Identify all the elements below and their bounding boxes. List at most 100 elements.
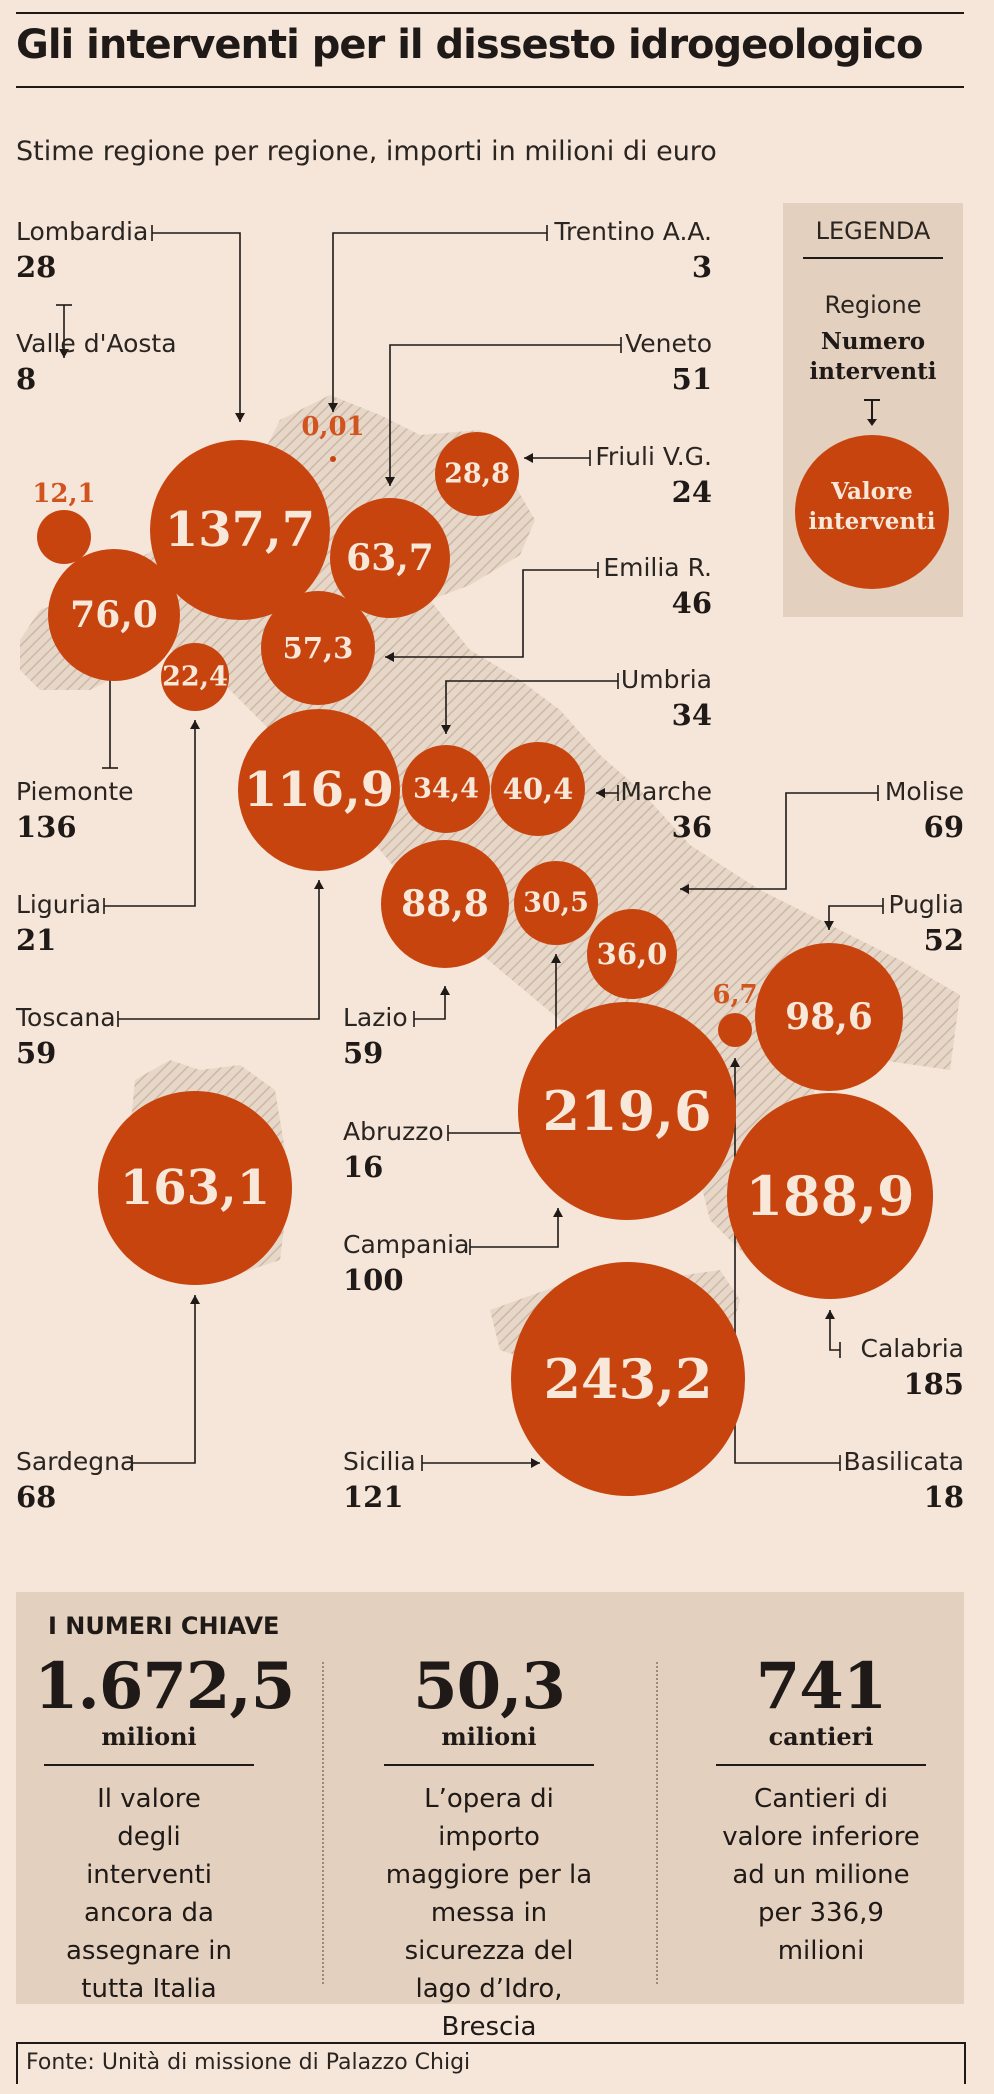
leader-piemonte xyxy=(102,668,118,769)
region-label-toscana: Toscana 59 xyxy=(15,1003,116,1070)
key-number-unit: milioni xyxy=(101,1722,197,1751)
region-name: Liguria xyxy=(16,890,101,919)
bubble-value-basilicata: 6,7 xyxy=(712,980,757,1010)
bubble-value-umbria: 34,4 xyxy=(413,774,479,805)
region-label-calabria: Calabria 185 xyxy=(861,1334,964,1401)
bubble-value-puglia: 98,6 xyxy=(785,996,873,1038)
leader-campania xyxy=(469,1208,563,1255)
key-numbers-heading: I NUMERI CHIAVE xyxy=(48,1612,280,1640)
region-name: Molise xyxy=(885,777,964,806)
key-number-unit: milioni xyxy=(441,1722,537,1751)
bubble-abruzzo xyxy=(514,861,598,945)
region-interventions: 52 xyxy=(924,923,964,957)
region-label-sicilia: Sicilia 121 xyxy=(343,1447,416,1514)
bubble-value-friuli-v-g: 28,8 xyxy=(444,459,510,490)
top-rule xyxy=(16,12,964,14)
legend-title: LEGENDA xyxy=(815,217,931,245)
region-name: Campania xyxy=(343,1230,469,1259)
bubble-liguria xyxy=(161,643,229,711)
region-interventions: 46 xyxy=(672,586,712,620)
region-label-emilia-r: Emilia R. 46 xyxy=(603,553,712,620)
legend-arrow-head xyxy=(867,419,877,426)
leader-veneto xyxy=(385,337,622,486)
page-title: Gli interventi per il dissesto idrogeolo… xyxy=(16,22,923,68)
region-label-valle-d-aosta: Valle d'Aosta 8 xyxy=(16,329,177,396)
region-label-umbria: Umbria 34 xyxy=(621,665,712,732)
region-interventions: 21 xyxy=(16,923,56,957)
leader-calabria xyxy=(825,1310,841,1358)
bubble-calabria xyxy=(727,1093,933,1299)
leader-marche xyxy=(596,785,619,801)
bubble-value-valle-d-aosta: 12,1 xyxy=(32,479,95,509)
legend-bubble: Valore interventi xyxy=(795,435,949,589)
region-interventions: 36 xyxy=(672,810,712,844)
bubble-campania xyxy=(518,1002,736,1220)
key-number-rule xyxy=(716,1764,926,1766)
key-number-rule xyxy=(384,1764,594,1766)
source-box: Fonte: Unità di missione di Palazzo Chig… xyxy=(16,2042,966,2084)
region-interventions: 100 xyxy=(343,1263,404,1297)
key-number-rule xyxy=(44,1764,254,1766)
bubble-valle-d-aosta xyxy=(37,510,91,564)
key-number-unit: cantieri xyxy=(768,1722,874,1751)
region-interventions: 59 xyxy=(343,1036,383,1070)
legend-region-label: Regione xyxy=(824,291,922,319)
leader-lazio xyxy=(413,986,450,1027)
bubble-friuli-v-g xyxy=(435,432,519,516)
leader-puglia xyxy=(824,898,884,930)
bubble-value-abruzzo: 30,5 xyxy=(523,888,589,919)
region-label-piemonte: Piemonte 136 xyxy=(16,777,134,844)
region-name: Marche xyxy=(620,777,712,806)
region-interventions: 18 xyxy=(924,1480,964,1514)
region-name: Puglia xyxy=(888,890,964,919)
region-name: Veneto xyxy=(625,329,712,358)
key-number-description: L’opera di importo maggiore per la messa… xyxy=(385,1784,593,2042)
legend-count-label: Numero interventi xyxy=(809,328,937,385)
bubble-value-lombardia: 137,7 xyxy=(165,502,315,558)
region-label-lazio: Lazio 59 xyxy=(343,1003,408,1070)
bubble-value-liguria: 22,4 xyxy=(162,662,228,693)
bubble-value-calabria: 188,9 xyxy=(745,1164,914,1228)
bubble-marche xyxy=(491,742,585,836)
region-label-veneto: Veneto 51 xyxy=(625,329,712,396)
leader-umbria xyxy=(441,673,619,734)
key-numbers-panel: I NUMERI CHIAVE 1.672,5 milioni Il valor… xyxy=(16,1592,964,2042)
region-name: Lazio xyxy=(343,1003,408,1032)
region-interventions: 8 xyxy=(16,362,36,396)
legend-rule xyxy=(803,257,943,259)
leader-sardegna xyxy=(131,1295,200,1471)
region-name: Toscana xyxy=(15,1003,116,1032)
leader-toscana xyxy=(117,880,324,1027)
region-interventions: 59 xyxy=(16,1036,56,1070)
bubble-map: 137,70,0112,163,728,857,334,476,040,436,… xyxy=(15,217,964,1514)
region-name: Sardegna xyxy=(16,1447,135,1476)
key-number-description: Cantieri di valore inferiore ad un milio… xyxy=(722,1784,920,1966)
bubble-value-molise: 36,0 xyxy=(597,937,668,971)
region-label-puglia: Puglia 52 xyxy=(888,890,964,957)
legend-value-label: Valore interventi xyxy=(808,478,936,535)
bubble-value-piemonte: 76,0 xyxy=(70,594,158,636)
bubble-value-lazio: 88,8 xyxy=(401,883,489,925)
bubble-trentino-a-a xyxy=(330,456,336,462)
bubble-value-emilia-r: 57,3 xyxy=(283,631,354,665)
region-label-sardegna: Sardegna 68 xyxy=(16,1447,135,1514)
region-name: Piemonte xyxy=(16,777,134,806)
bubble-value-toscana: 116,9 xyxy=(244,762,394,818)
source-note: Fonte: Unità di missione di Palazzo Chig… xyxy=(26,2050,471,2075)
page-subtitle: Stime regione per regione, importi in mi… xyxy=(16,136,717,167)
leader-liguria xyxy=(103,720,200,914)
region-interventions: 24 xyxy=(672,475,712,509)
leader-molise xyxy=(680,785,879,894)
leader-lombardia xyxy=(151,225,245,422)
bubble-lazio xyxy=(381,840,509,968)
key-number-1: 1.672,5 milioni Il valore degli interven… xyxy=(34,1652,295,2008)
region-interventions: 121 xyxy=(343,1480,404,1514)
legend: LEGENDA Regione Numero interventi Valore… xyxy=(783,203,963,617)
bubble-toscana xyxy=(238,709,400,871)
leader-emilia-r xyxy=(385,562,599,662)
leader-trentino-a-a xyxy=(328,225,548,412)
region-name: Calabria xyxy=(861,1334,964,1363)
region-label-lombardia: Lombardia 28 xyxy=(16,217,148,284)
bubble-veneto xyxy=(330,498,450,618)
region-interventions: 3 xyxy=(692,250,712,284)
